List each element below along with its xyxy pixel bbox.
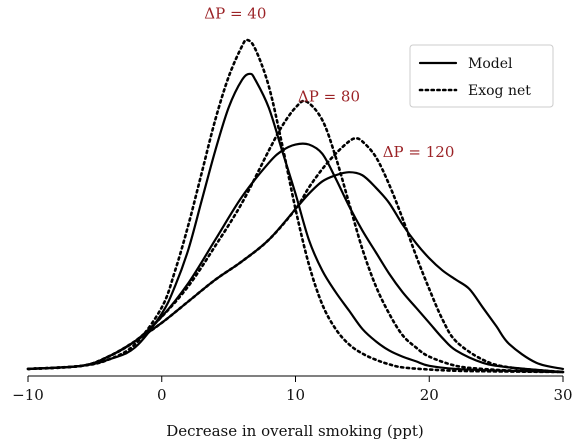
series-line-2 (26, 38, 565, 374)
legend-label-model: Model (468, 56, 513, 72)
legend-frame (409, 44, 554, 108)
x-tick-label: 20 (420, 386, 439, 404)
legend-label-exog-net: Exog net (468, 83, 531, 99)
x-tick-label: −10 (12, 386, 44, 404)
x-tick-label: 0 (157, 386, 167, 404)
x-axis-label: Decrease in overall smoking (ppt) (166, 422, 424, 440)
series-line-6 (26, 137, 565, 374)
series-line-4 (26, 99, 565, 374)
annotations-layer: ΔP = 40 ΔP = 80 ΔP = 120 (204, 4, 454, 160)
annotation-label: ΔP = 40 (204, 4, 266, 22)
series-line-1 (26, 72, 565, 374)
annotation-label: ΔP = 80 (298, 87, 360, 105)
series-line-5 (26, 171, 565, 371)
series-line-3 (26, 142, 565, 374)
x-axis-ticks: −10 0 10 20 30 (12, 376, 573, 404)
x-tick-label: 30 (553, 386, 572, 404)
curves-layer (26, 38, 565, 374)
annotation-label: ΔP = 120 (383, 143, 455, 161)
x-tick-label: 10 (286, 386, 305, 404)
legend: Model Exog net (409, 44, 554, 108)
